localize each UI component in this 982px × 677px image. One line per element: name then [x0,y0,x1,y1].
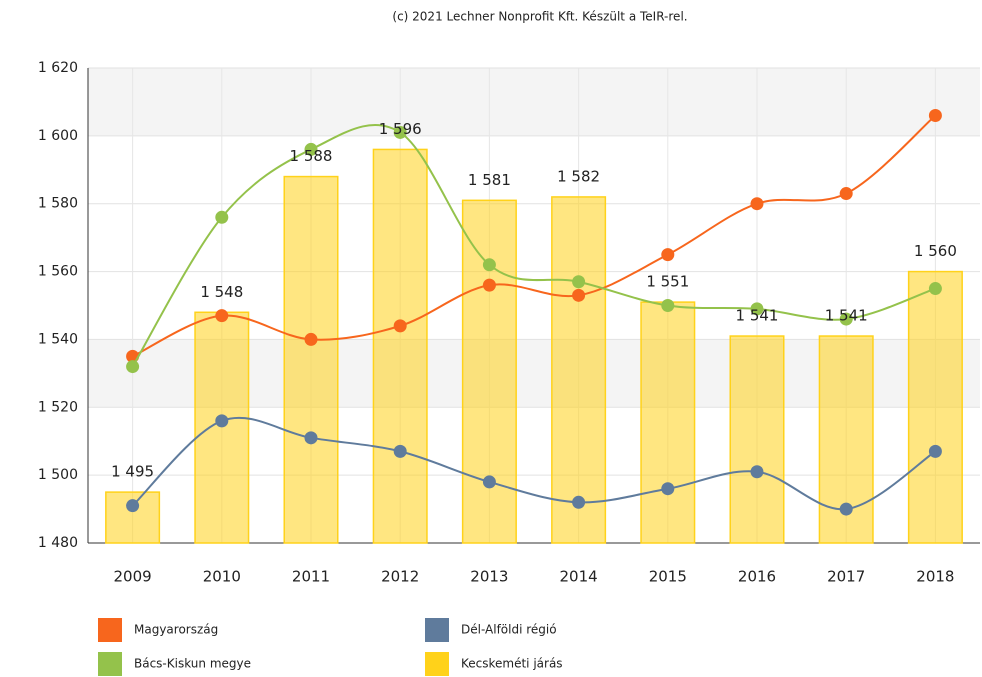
data-label: 1 560 [914,242,957,260]
x-tick-label: 2011 [292,568,330,586]
point [928,282,942,296]
point [215,414,229,428]
point [304,431,318,445]
point [304,332,318,346]
x-tick-label: 2010 [203,568,241,586]
line [132,114,937,358]
data-label: 1 541 [736,307,779,325]
x-tick-label: 2016 [738,568,776,586]
point [393,444,407,458]
point [126,360,140,374]
bar [461,199,517,544]
point [839,187,853,201]
data-label: 1 588 [290,147,333,165]
x-tick-label: 2015 [649,568,687,586]
data-label: 1 541 [825,307,868,325]
point [928,109,942,122]
data-label: 1 495 [111,463,154,481]
y-tick-label: 1 580 [38,196,78,212]
data-label: 1 548 [200,283,243,301]
x-tick-label: 2014 [560,568,598,586]
x-tick-label: 2012 [381,568,419,586]
point [572,288,586,302]
legend-swatch [425,618,449,642]
legend-label: Dél-Alföldi régió [461,623,557,637]
bar [283,175,339,544]
point [126,499,140,513]
legend-label: Magyarország [134,623,218,637]
point [215,309,229,323]
bar [640,301,696,544]
x-tick-label: 2018 [916,568,954,586]
point [572,275,586,289]
bar [907,270,963,544]
y-tick-label: 1 560 [38,264,78,280]
legend-swatch [98,652,122,676]
y-tick-label: 1 600 [38,128,78,144]
point [482,475,496,489]
point [393,319,407,333]
bar [194,311,250,544]
y-tick-label: 1 540 [38,331,78,347]
bar [551,196,607,544]
legend-swatch [98,618,122,642]
point [839,502,853,516]
point [661,482,675,496]
plot-band [88,68,980,136]
x-tick-label: 2013 [470,568,508,586]
data-label: 1 582 [557,167,600,185]
point [928,444,942,458]
legend-label: Bács-Kiskun megye [134,657,251,671]
data-label: 1 596 [379,120,422,138]
point [750,197,764,211]
point [750,465,764,479]
point [482,278,496,292]
data-label: 1 551 [646,273,689,291]
y-tick-label: 1 520 [38,399,78,415]
x-tick-label: 2017 [827,568,865,586]
y-tick-label: 1 500 [38,467,78,483]
point [661,299,675,312]
point [661,248,675,262]
legend-swatch [425,652,449,676]
bar [729,335,785,544]
point [304,142,318,156]
point [839,312,853,326]
point [393,125,407,139]
line [131,123,936,368]
point [215,210,229,224]
point [482,258,496,272]
x-tick-label: 2009 [114,568,152,586]
data-label: 1 581 [468,171,511,189]
point [750,302,764,316]
y-tick-label: 1 620 [38,60,78,76]
bar [372,148,428,544]
legend-label: Kecskeméti járás [461,657,563,671]
point [572,495,586,509]
line [131,416,936,511]
chart-subtitle: (c) 2021 Lechner Nonprofit Kft. Készült … [392,10,687,24]
y-tick-label: 1 480 [38,535,78,551]
